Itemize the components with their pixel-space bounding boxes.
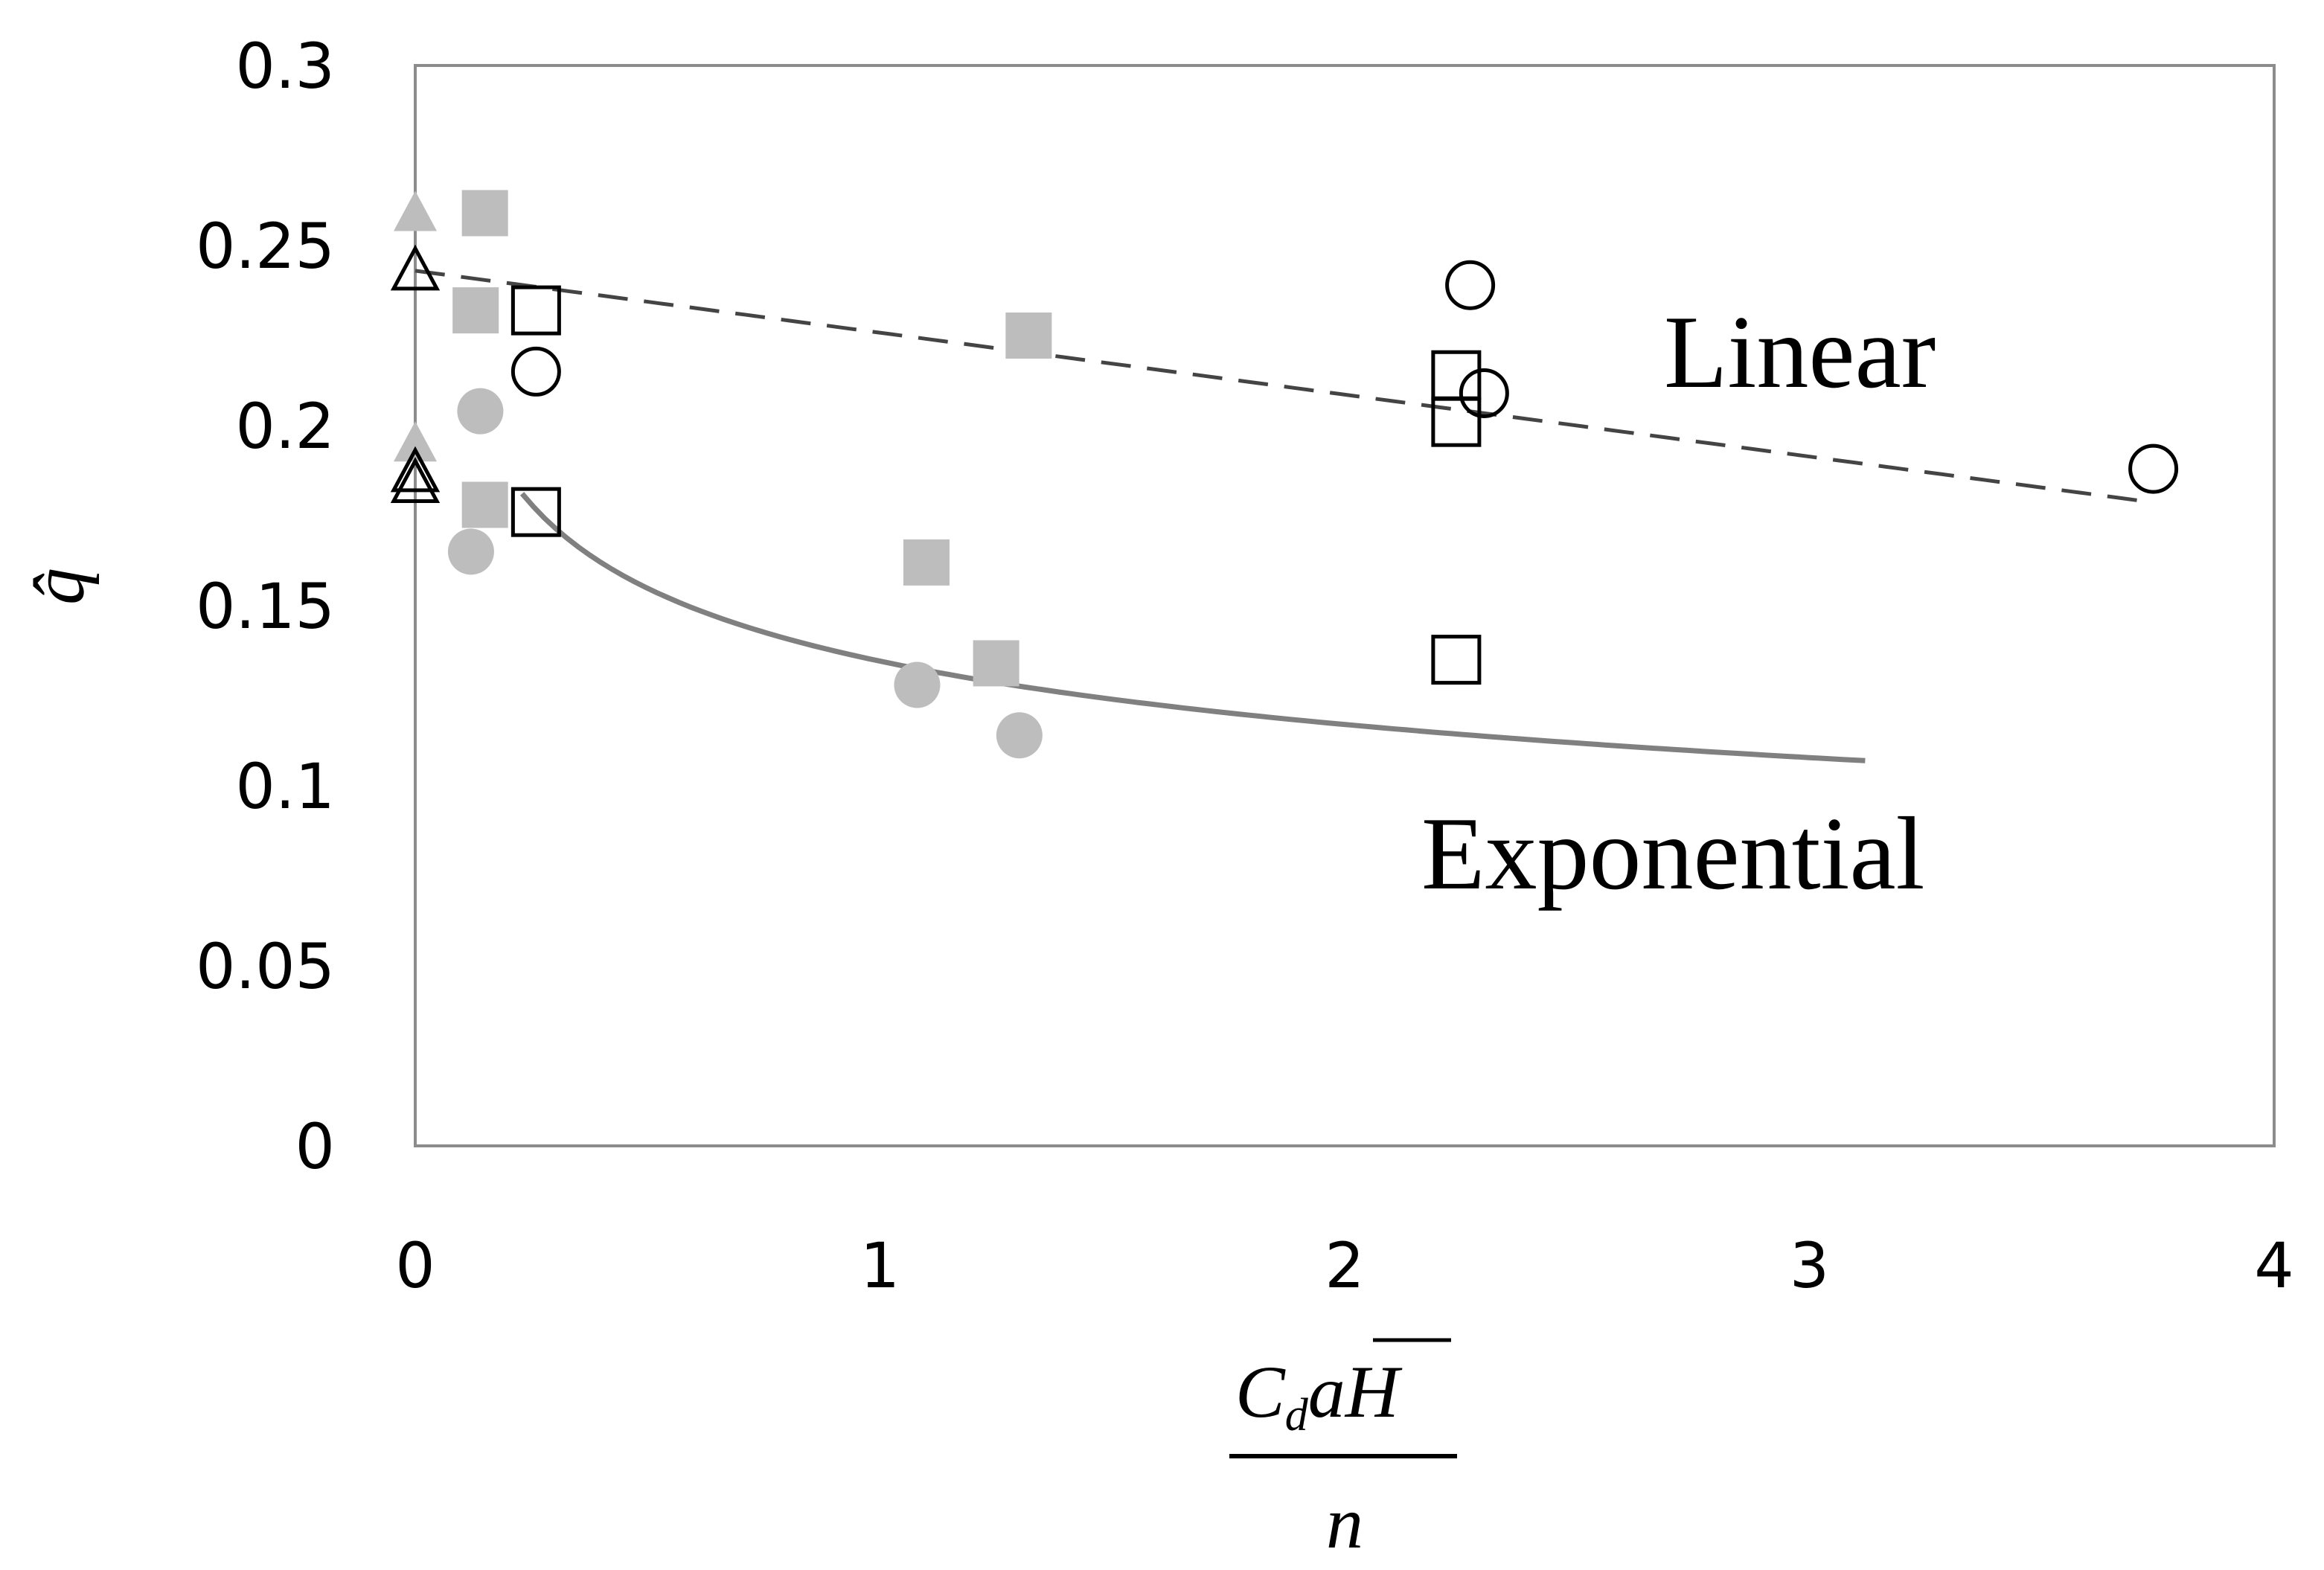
x-axis-label: CdaH n: [1229, 1338, 1457, 1564]
filled-triangle-point: [394, 190, 437, 231]
x-tick-label: 0: [395, 1229, 435, 1302]
linear-annotation: Linear: [1664, 295, 1936, 410]
fit-lines: [414, 269, 2145, 763]
open-square-point: [510, 487, 561, 537]
filled-square-point: [461, 481, 508, 528]
y-tick-labels: 0 0.05 0.1 0.15 0.2 0.25 0.3: [196, 30, 335, 1183]
x-label-denominator: n: [1326, 1481, 1363, 1564]
filled-square-point: [903, 539, 950, 586]
exponential-annotation: Exponential: [1421, 796, 1924, 911]
open-circle-point: [1445, 260, 1496, 310]
data-points: [390, 190, 2179, 759]
x-tick-label: 3: [1790, 1229, 1829, 1302]
x-tick-label: 2: [1325, 1229, 1364, 1302]
y-tick-label: 0.15: [196, 570, 335, 643]
open-triangle-point: [390, 457, 441, 503]
linear-fit-line: [414, 269, 2145, 504]
open-square-point: [1431, 635, 1482, 685]
x-tick-labels: 0 1 2 3 4: [395, 1229, 2293, 1302]
x-label-numerator: CdaH: [1235, 1350, 1403, 1441]
filled-square-point: [461, 190, 508, 237]
filled-triangle-point: [394, 421, 437, 462]
plot-area-border: [414, 64, 2276, 1147]
open-circle-point: [1459, 368, 1509, 418]
y-axis-label: q̂: [17, 568, 100, 605]
filled-square-point: [452, 287, 499, 334]
filled-circle-point: [447, 528, 494, 575]
y-tick-label: 0.05: [196, 930, 335, 1003]
open-triangle-point: [390, 446, 441, 493]
filled-circle-point: [996, 712, 1043, 759]
y-tick-label: 0.25: [196, 210, 335, 283]
y-tick-label: 0.3: [235, 30, 335, 103]
filled-square-point: [973, 640, 1019, 687]
filled-square-point: [1005, 313, 1052, 359]
y-tick-label: 0.2: [235, 390, 335, 463]
power-fit-line: [519, 492, 1866, 763]
open-circle-point: [510, 346, 561, 397]
x-tick-label: 4: [2254, 1229, 2293, 1302]
open-circle-point: [2128, 443, 2179, 494]
open-triangle-point: [390, 244, 441, 291]
open-square-point: [510, 285, 561, 336]
filled-circle-point: [894, 661, 941, 708]
svg-text:q̂: q̂: [17, 568, 100, 605]
y-tick-label: 0.1: [235, 750, 335, 823]
filled-circle-point: [457, 388, 504, 435]
open-square-point: [1431, 397, 1482, 447]
x-tick-label: 1: [860, 1229, 900, 1302]
y-tick-label: 0: [295, 1110, 335, 1183]
